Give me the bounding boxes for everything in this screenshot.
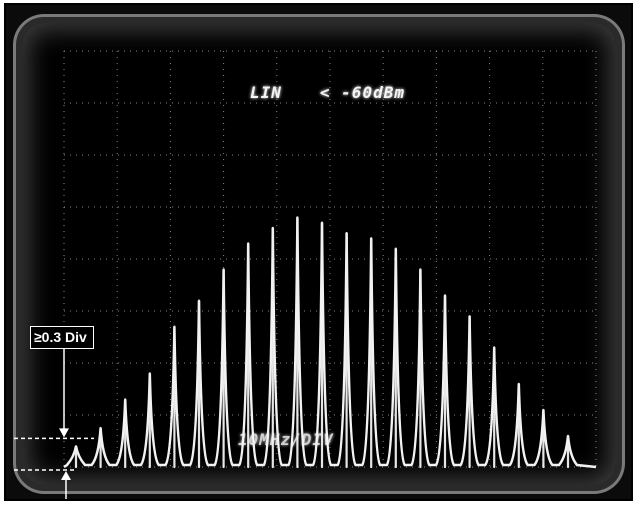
- arrow-down-icon: [59, 428, 69, 438]
- screen-readout-bottom: 10MHz/DIV: [238, 430, 334, 449]
- level-label: < -60dBm: [319, 83, 405, 102]
- threshold-annotation: ≥0.3 Div: [30, 326, 94, 349]
- figure-frame: LIN < -60dBm 10MHz/DIV ≥0.3 Div: [4, 3, 633, 501]
- reference-markers: [14, 345, 94, 499]
- trace-baseline: [63, 217, 597, 469]
- spectrum-display: [14, 50, 597, 499]
- mode-label: LIN: [250, 83, 282, 102]
- graticule: [63, 50, 597, 468]
- screen-readout-top: LIN < -60dBm: [250, 83, 405, 102]
- arrow-up-icon: [61, 471, 71, 480]
